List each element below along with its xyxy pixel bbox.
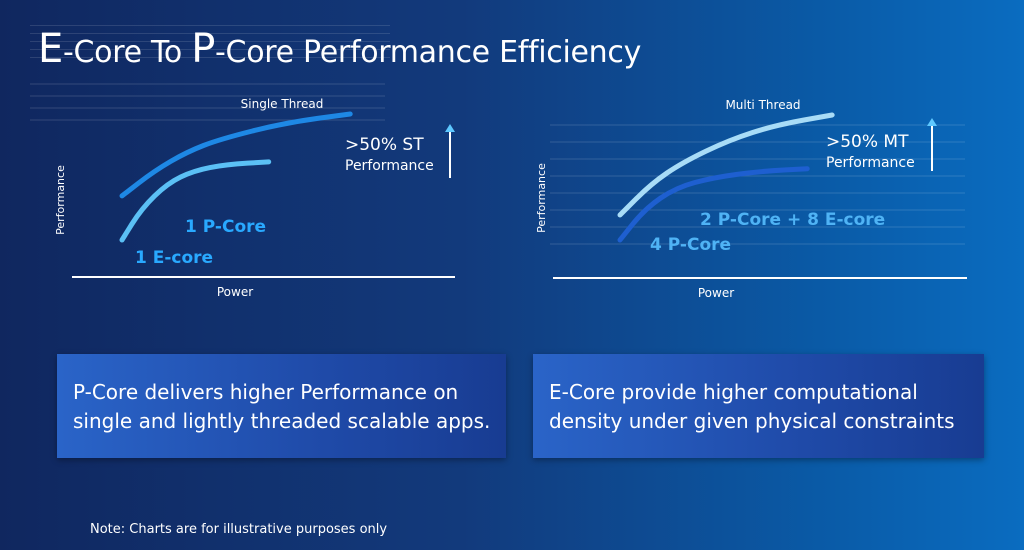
e-core-summary-text: E-Core provide higher computational dens… [549,380,955,433]
chart1-annotation-line2: Performance [345,158,434,174]
chart2-series-line-2 [617,166,810,243]
chart1-series-label-1: 1 P-Core [185,217,266,237]
page-title: E-Core To P-Core Performance Efficiency [38,26,641,72]
chart1-title: Single Thread [241,97,324,111]
title-part-2: -Core Performance Efficiency [215,35,642,70]
chart1-series-line-1 [119,111,353,199]
chart2-title: Multi Thread [725,98,800,112]
chart1-y-label: Performance [54,165,67,235]
e-core-summary-box: E-Core provide higher computational dens… [533,354,984,458]
title-letter-e: E [38,26,63,72]
charts-area: Single Thread Power Performance 1 P-Core 1 E… [0,80,1024,310]
chart2-annotation-line1: >50% MT [826,132,909,152]
title-decoration [30,25,390,65]
chart1-series-label-2: 1 E-core [135,248,213,268]
illustrative-note: Note: Charts are for illustrative purpos… [90,522,388,537]
title-part-1: -Core To [62,35,192,70]
chart2-series-line-1 [617,112,835,218]
chart2-y-label: Performance [535,163,548,233]
chart2-series-label-1: 2 P-Core + 8 E-core [700,210,885,230]
chart1-series-line-2 [119,159,272,243]
chart2-series-label-2: 4 P-Core [650,235,731,255]
title-letter-p: P [191,26,216,72]
chart2-annotation-line2: Performance [826,155,915,171]
chart1-x-label: Power [217,285,253,299]
p-core-summary-text: P-Core delivers higher Performance on si… [73,380,491,433]
p-core-summary-box: P-Core delivers higher Performance on si… [57,354,506,458]
chart2-x-label: Power [698,286,734,300]
chart1-arrow-head [445,124,455,132]
chart2-arrow-head [927,118,937,126]
chart1-annotation-line1: >50% ST [345,135,424,155]
charts-svg: Single Thread Power Performance 1 P-Core 1 E… [30,83,967,300]
